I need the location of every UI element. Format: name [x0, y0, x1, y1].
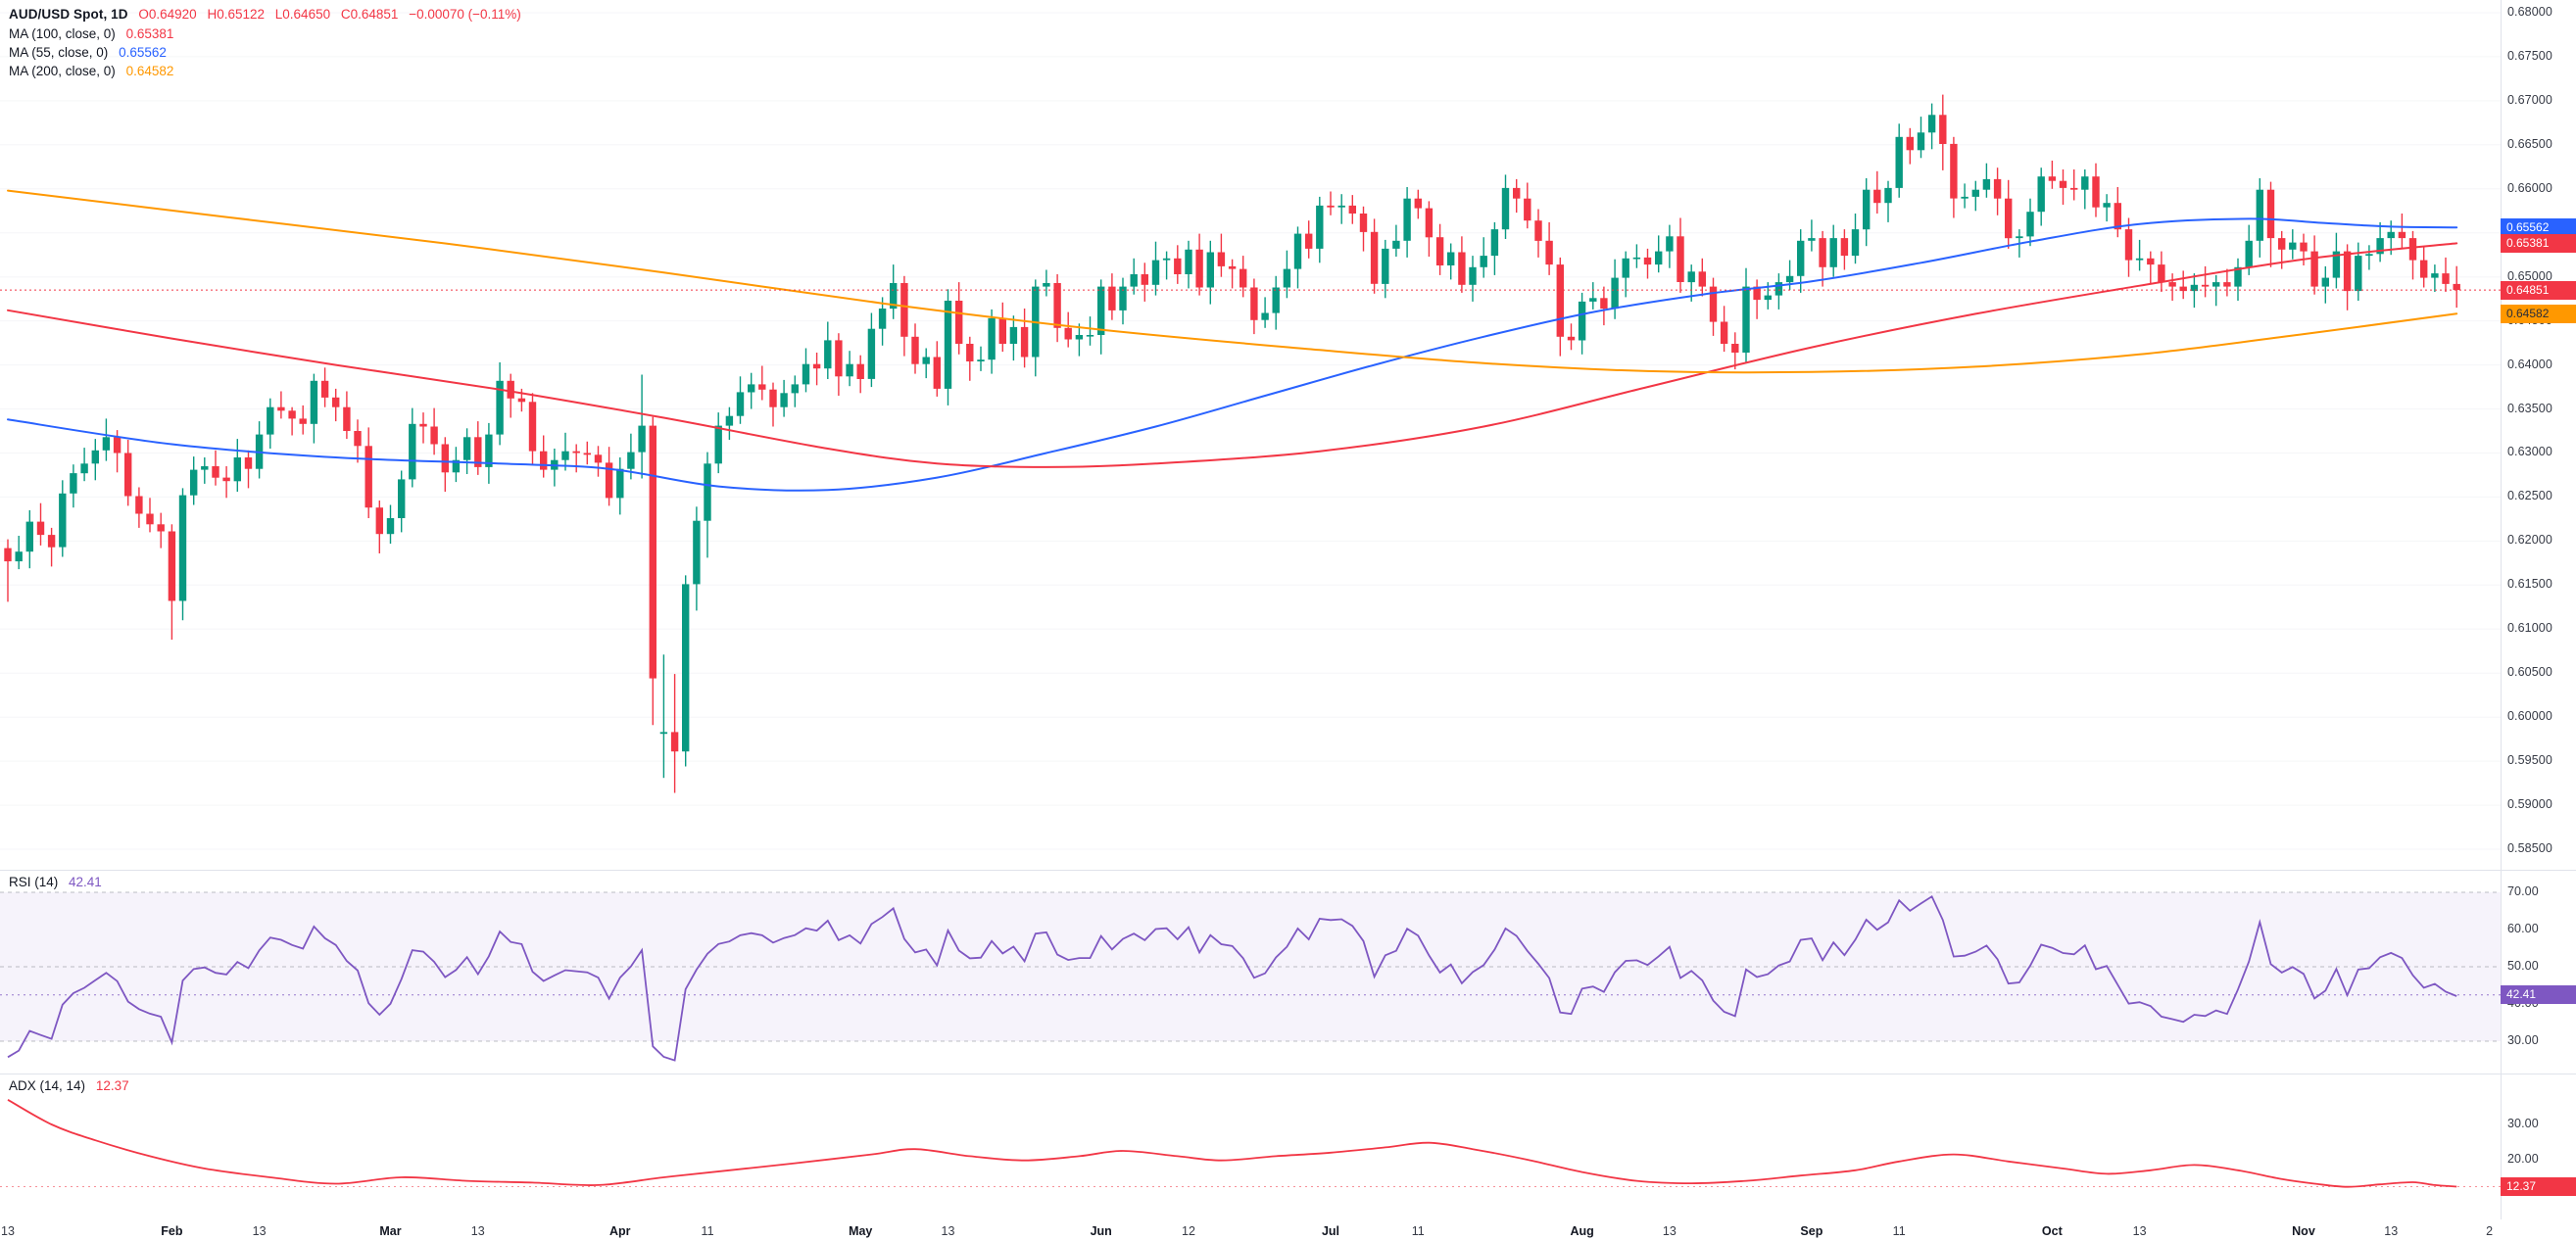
ma100-price-badge: 0.65381: [2501, 233, 2576, 253]
time-axis-day-label: 13: [1, 1224, 15, 1238]
ma55-legend-row[interactable]: MA (55, close, 0) 0.65562: [9, 45, 167, 61]
ohlc-change: −0.00070 (−0.11%): [409, 7, 521, 22]
price-axis-label: 0.66000: [2507, 180, 2552, 195]
ma100-label: MA (100, close, 0): [9, 26, 116, 41]
price-axis-label: 0.59500: [2507, 753, 2552, 768]
adx-axis-label: 20.00: [2507, 1152, 2539, 1166]
time-axis-month-label: Jun: [1090, 1224, 1112, 1238]
ma55-label: MA (55, close, 0): [9, 45, 109, 60]
ma200-legend-row[interactable]: MA (200, close, 0) 0.64582: [9, 64, 173, 79]
ohlc-close: C0.64851: [340, 7, 399, 22]
time-axis-day-label: 13: [941, 1224, 955, 1238]
ohlc-low: L0.64650: [274, 7, 331, 22]
price-axis-label: 0.59000: [2507, 797, 2552, 812]
ma100-legend-row[interactable]: MA (100, close, 0) 0.65381: [9, 26, 173, 42]
time-axis-month-label: Oct: [2041, 1224, 2063, 1238]
rsi-value: 42.41: [69, 875, 102, 889]
ma55-price-badge: 0.65562: [2501, 217, 2576, 237]
price-axis-label: 0.65000: [2507, 268, 2552, 283]
price-axis-label: 0.62000: [2507, 533, 2552, 548]
price-axis-label: 0.58500: [2507, 841, 2552, 855]
adx-value: 12.37: [95, 1078, 129, 1093]
price-axis-label: 0.64000: [2507, 357, 2552, 371]
time-axis-month-label: Nov: [2292, 1224, 2315, 1238]
adx-axis-label: 30.00: [2507, 1117, 2539, 1130]
rsi-value-badge: 42.41: [2501, 985, 2576, 1005]
rsi-line: [7, 894, 2457, 1062]
ohlc-open: O0.64920: [138, 7, 197, 22]
time-axis-month-label: Apr: [609, 1224, 631, 1238]
time-axis-month-label: May: [849, 1224, 873, 1238]
time-axis-month-label: Sep: [1800, 1224, 1823, 1238]
time-axis-day-label: 2: [2486, 1224, 2494, 1238]
time-axis-day-label: 11: [701, 1224, 714, 1238]
price-axis-label: 0.67000: [2507, 92, 2552, 107]
adx-line: [7, 1099, 2457, 1188]
symbol-title: AUD/USD Spot, 1D: [9, 7, 128, 22]
price-axis-label: 0.61000: [2507, 621, 2552, 636]
time-axis-day-label: 13: [2384, 1224, 2399, 1238]
price-axis-label: 0.68000: [2507, 5, 2552, 19]
adx-legend-row[interactable]: ADX (14, 14) 12.37: [9, 1078, 129, 1094]
rsi-axis-label: 70.00: [2507, 884, 2539, 898]
time-axis-day-label: 11: [1411, 1224, 1425, 1238]
ma55-value: 0.65562: [119, 45, 167, 60]
time-axis-month-label: Feb: [161, 1224, 183, 1238]
rsi-axis-label: 60.00: [2507, 922, 2539, 935]
symbol-legend-row[interactable]: AUD/USD Spot, 1D O0.64920 H0.65122 L0.64…: [9, 7, 521, 23]
price-axis-label: 0.66500: [2507, 136, 2552, 151]
time-axis-day-label: 13: [2132, 1224, 2147, 1238]
ma-200-line: [7, 189, 2458, 374]
rsi-legend-row[interactable]: RSI (14) 42.41: [9, 875, 102, 890]
time-axis-day-label: 13: [470, 1224, 485, 1238]
adx-value-badge: 12.37: [2501, 1176, 2576, 1196]
price-axis-label: 0.60000: [2507, 709, 2552, 724]
price-axis-label: 0.63000: [2507, 445, 2552, 459]
time-axis[interactable]: 13 Feb 13 Mar 13 Apr 11 May 13 Jun 12 Jul 11 Aug 13 Sep…: [0, 1219, 2576, 1241]
ma-100-line: [7, 242, 2458, 468]
time-axis-day-label: 13: [1662, 1224, 1677, 1238]
time-axis-month-label: Mar: [379, 1224, 402, 1238]
ma-55-line: [7, 217, 2458, 492]
ma200-price-badge: 0.64582: [2501, 304, 2576, 323]
ma200-value: 0.64582: [125, 64, 174, 78]
rsi-axis-label: 30.00: [2507, 1033, 2539, 1047]
price-axis-label: 0.67500: [2507, 48, 2552, 63]
time-axis-month-label: Aug: [1570, 1224, 1594, 1238]
ohlc-high: H0.65122: [207, 7, 266, 22]
rsi-axis-label: 50.00: [2507, 959, 2539, 973]
time-axis-day-label: 12: [1182, 1224, 1195, 1238]
time-axis-month-label: Jul: [1321, 1224, 1340, 1238]
price-axis-label: 0.60500: [2507, 665, 2552, 680]
time-axis-day-label: 13: [252, 1224, 267, 1238]
adx-label: ADX (14, 14): [9, 1078, 86, 1093]
time-axis-day-label: 11: [1892, 1224, 1906, 1238]
price-axis-label: 0.61500: [2507, 577, 2552, 592]
last-price-badge: 0.64851: [2501, 280, 2576, 300]
price-axis-label: 0.63500: [2507, 401, 2552, 415]
ma200-label: MA (200, close, 0): [9, 64, 116, 78]
rsi-label: RSI (14): [9, 875, 59, 889]
price-axis-label: 0.62500: [2507, 489, 2552, 503]
ma100-value: 0.65381: [125, 26, 174, 41]
